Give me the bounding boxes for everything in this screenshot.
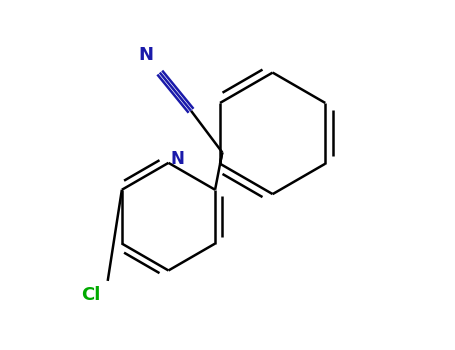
Text: N: N: [138, 46, 153, 64]
Text: Cl: Cl: [81, 286, 100, 304]
Text: N: N: [170, 150, 184, 168]
